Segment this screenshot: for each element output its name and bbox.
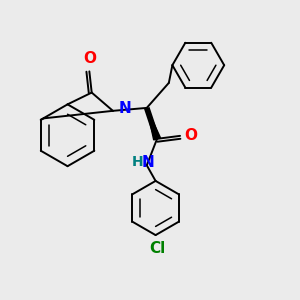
Text: N: N <box>118 101 131 116</box>
Polygon shape <box>147 108 160 140</box>
Text: Cl: Cl <box>149 241 165 256</box>
Text: H: H <box>132 155 144 170</box>
Text: O: O <box>83 51 96 66</box>
Text: N: N <box>142 155 155 170</box>
Text: O: O <box>185 128 198 143</box>
